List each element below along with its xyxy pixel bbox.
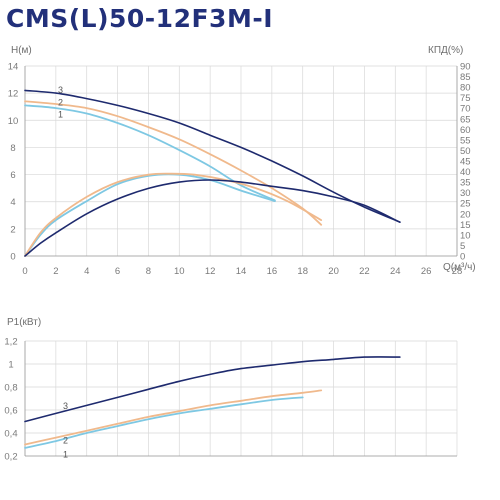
efficiency-tick-label: 75 — [460, 93, 471, 104]
efficiency-tick-label: 80 — [460, 83, 471, 94]
efficiency-axis-title: КПД(%) — [428, 45, 463, 56]
q-tick-label: 18 — [297, 266, 308, 277]
qh-tick-labels: 0 2 4 6 8 10 12 14 16 18 20 22 24 26 28024681012140510… — [8, 62, 471, 278]
h-tick-label: 12 — [8, 89, 19, 100]
h-axis-title: H(м) — [11, 45, 32, 56]
q-axis-title: Q(м³/ч) — [443, 262, 476, 273]
p1-curve-label-2: 2 — [63, 436, 68, 446]
h-tick-label: 10 — [8, 116, 19, 127]
power-curve-1 — [24, 396, 304, 449]
qh-curve-label-1: 1 — [58, 110, 63, 120]
efficiency-tick-label: 30 — [460, 188, 471, 199]
head-curve-1 — [24, 104, 276, 202]
p1-curve-label-1: 1 — [63, 449, 68, 459]
q-tick-label: 22 — [359, 266, 370, 277]
q-tick-label: 12 — [205, 266, 216, 277]
q-tick-label: 4 — [84, 266, 89, 277]
q-tick-label: 2 — [53, 266, 58, 277]
h-tick-label: 6 — [10, 170, 15, 181]
q-tick-label: 14 — [236, 266, 247, 277]
p1-tick-label: 0,8 — [4, 383, 17, 394]
p1-grid — [24, 340, 458, 457]
h-tick-label: 4 — [10, 197, 15, 208]
efficiency-tick-label: 0 — [460, 252, 465, 263]
p1-series — [24, 356, 401, 449]
qh-curve-label-3: 3 — [58, 85, 63, 95]
p1-tick-label: 1 — [8, 360, 13, 371]
h-tick-label: 14 — [8, 62, 19, 73]
qh-grid — [24, 65, 458, 257]
efficiency-tick-label: 65 — [460, 114, 471, 125]
q-tick-label: 20 — [328, 266, 339, 277]
q-tick-label: 24 — [390, 266, 401, 277]
efficiency-tick-label: 40 — [460, 167, 471, 178]
head-curve-3 — [24, 89, 401, 223]
efficiency-tick-label: 70 — [460, 104, 471, 115]
q-tick-label: 6 — [115, 266, 120, 277]
q-tick-label: 0 — [22, 266, 27, 277]
p1-tick-label: 0,6 — [4, 406, 17, 417]
head-curve-2 — [24, 100, 323, 226]
p1-curve-label-3: 3 — [63, 401, 68, 411]
efficiency-tick-label: 35 — [460, 178, 471, 189]
q-tick-label: 28 — [452, 266, 463, 277]
p1-axis-title: P1(кВт) — [7, 317, 41, 328]
q-tick-label: 10 — [174, 266, 185, 277]
q-tick-label: 8 — [146, 266, 151, 277]
p1-tick-label: 1,2 — [4, 337, 17, 348]
page-title: CMS(L)50-12F3M-I — [6, 4, 273, 33]
h-tick-label: 8 — [10, 143, 15, 154]
efficiency-tick-label: 10 — [460, 230, 471, 241]
efficiency-tick-label: 55 — [460, 135, 471, 146]
p1-tick-label: 0,2 — [4, 452, 17, 463]
efficiency-tick-label: 45 — [460, 157, 471, 168]
h-tick-label: 0 — [10, 252, 15, 263]
qh-efficiency-chart: 0 2 4 6 8 10 12 14 16 18 20 22 24 26 28024681012140510… — [8, 45, 476, 278]
qh-curve-label-2: 2 — [58, 97, 63, 107]
qh-series — [24, 89, 401, 257]
power-curve-3 — [24, 356, 401, 423]
efficiency-tick-label: 25 — [460, 199, 471, 210]
efficiency-tick-label: 90 — [460, 62, 471, 73]
efficiency-tick-label: 50 — [460, 146, 471, 157]
efficiency-tick-label: 60 — [460, 125, 471, 136]
p1-tick-label: 0,4 — [4, 429, 17, 440]
efficiency-curve-1 — [24, 173, 276, 257]
q-tick-label: 26 — [421, 266, 432, 277]
efficiency-curve-3 — [24, 179, 401, 257]
p1-curve-labels: 1 2 3 — [63, 401, 68, 459]
power-curve-2 — [24, 389, 323, 446]
efficiency-tick-label: 20 — [460, 209, 471, 220]
efficiency-tick-label: 85 — [460, 72, 471, 83]
efficiency-curve-2 — [24, 172, 323, 257]
efficiency-tick-label: 15 — [460, 220, 471, 231]
h-tick-label: 2 — [10, 224, 15, 235]
qh-curve-labels: 1 2 3 — [58, 85, 63, 119]
p1-tick-labels: 0,2 0,4 0,6 0,8 1 1,2 — [4, 337, 17, 463]
efficiency-tick-label: 5 — [460, 241, 465, 252]
q-tick-label: 16 — [267, 266, 278, 277]
